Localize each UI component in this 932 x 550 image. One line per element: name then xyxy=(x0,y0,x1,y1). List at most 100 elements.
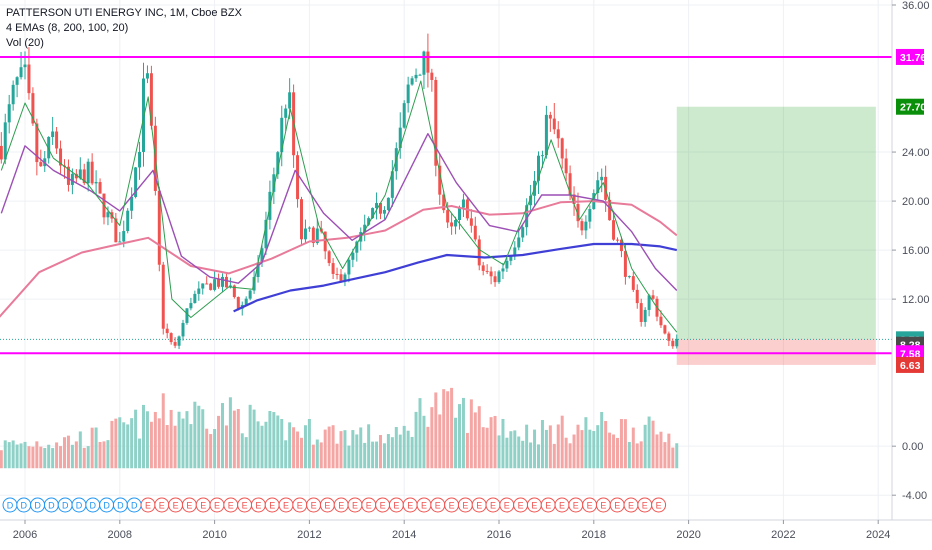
candle-body xyxy=(39,162,43,167)
marker-letter: E xyxy=(421,501,427,511)
volume-bar xyxy=(608,432,612,469)
volume-bar xyxy=(359,427,363,469)
volume-bar xyxy=(272,412,276,469)
candle-body xyxy=(375,203,379,209)
candle-body xyxy=(667,333,671,341)
volume-bar xyxy=(181,418,185,469)
candle-body xyxy=(27,64,31,94)
candle-body xyxy=(513,247,517,257)
time-tick-label: 2024 xyxy=(866,529,890,541)
volume-bar xyxy=(422,415,426,469)
earnings-marker: E xyxy=(333,497,349,513)
volume-bar xyxy=(671,447,675,469)
marker-letter: E xyxy=(600,501,606,511)
volume-bar xyxy=(221,403,224,469)
volume-bar xyxy=(86,446,90,469)
candle-body xyxy=(224,276,228,288)
volume-bar xyxy=(659,431,663,469)
candle-body xyxy=(122,231,126,242)
marker-letter: E xyxy=(255,501,261,511)
horizontal-levels xyxy=(0,55,892,355)
volume-bar xyxy=(300,437,303,469)
candle-body xyxy=(173,342,177,346)
volume-bar xyxy=(335,443,339,469)
volume-bar xyxy=(130,418,134,469)
marker-letter: E xyxy=(159,501,165,511)
volume-bar xyxy=(142,404,145,469)
time-tick-label: 2014 xyxy=(392,529,416,541)
candle-body xyxy=(537,155,540,181)
earnings-marker: E xyxy=(250,497,266,513)
candle-body xyxy=(7,104,11,123)
price-tag: 31.76 xyxy=(896,48,926,65)
volume-bar xyxy=(588,429,592,469)
marker-letter: E xyxy=(435,501,441,511)
volume-bar xyxy=(157,418,161,469)
candle-body xyxy=(288,92,292,109)
price-tick-label: 20.00 xyxy=(902,196,930,208)
marker-letter: D xyxy=(76,501,83,511)
volume-bar xyxy=(623,419,627,469)
candle-body xyxy=(272,174,276,192)
volume-bar xyxy=(635,443,639,469)
volume-bar xyxy=(319,442,323,469)
time-tick-label: 2012 xyxy=(297,529,321,541)
volume-bar xyxy=(592,431,596,469)
volume-bar xyxy=(280,419,284,469)
candle-body xyxy=(560,138,564,159)
volume-bar xyxy=(655,434,659,469)
ema-100-line xyxy=(0,200,678,318)
candle-body xyxy=(307,227,311,229)
candle-body xyxy=(256,262,260,278)
candle-body xyxy=(580,221,584,231)
volume-bar xyxy=(343,430,347,469)
volume-bar xyxy=(102,441,106,469)
candle-body xyxy=(430,72,434,80)
volume-indicator-label[interactable]: Vol (20) xyxy=(6,37,44,49)
volume-bar xyxy=(525,424,529,469)
candle-body xyxy=(284,108,288,118)
earnings-marker: E xyxy=(237,497,253,513)
volume-bar xyxy=(134,409,138,469)
volume-bar xyxy=(367,424,371,469)
earnings-marker: E xyxy=(278,497,294,513)
volume-bar xyxy=(165,425,169,469)
candle-body xyxy=(505,260,509,269)
candle-body xyxy=(552,118,556,130)
candle-body xyxy=(608,199,612,221)
candle-body xyxy=(418,74,422,76)
volume-bar xyxy=(189,424,193,469)
earnings-marker: E xyxy=(499,497,515,513)
earnings-marker: E xyxy=(526,497,542,513)
candle-body xyxy=(635,289,639,304)
earnings-marker: E xyxy=(416,497,432,513)
candle-body xyxy=(675,338,679,347)
volume-bar xyxy=(51,448,55,469)
candle-body xyxy=(386,197,390,210)
candle-body xyxy=(23,64,27,68)
ema-indicator-label[interactable]: 4 EMAs (8, 200, 100, 20) xyxy=(6,22,129,34)
marker-letter: E xyxy=(366,501,372,511)
marker-letter: E xyxy=(200,501,206,511)
candle-body xyxy=(70,173,74,185)
marker-letter: D xyxy=(90,501,97,511)
volume-bar xyxy=(458,404,461,469)
candle-body xyxy=(651,295,655,299)
volume-bar xyxy=(619,419,623,469)
volume-bar xyxy=(442,389,446,469)
earnings-marker: E xyxy=(485,497,501,513)
volume-bar xyxy=(217,415,221,469)
volume-bar xyxy=(465,432,469,469)
candle-body xyxy=(213,279,217,290)
volume-bar xyxy=(232,410,236,469)
marker-letter: E xyxy=(311,501,317,511)
volume-bar xyxy=(244,437,248,469)
volume-bar xyxy=(450,387,454,469)
candle-body xyxy=(458,207,461,221)
marker-letter: E xyxy=(269,501,275,511)
marker-letter: E xyxy=(186,501,192,511)
marker-letter: E xyxy=(214,501,220,511)
candle-body xyxy=(90,161,94,184)
volume-bar xyxy=(213,429,217,469)
